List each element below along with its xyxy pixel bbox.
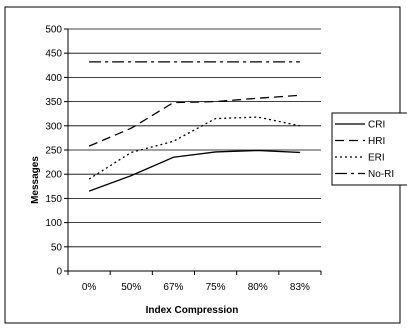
y-tick-label: 100 [45,218,62,229]
legend-label-eri: ERI [368,153,385,164]
y-tick-label: 500 [45,25,62,36]
x-axis-title: Index Compression [146,305,239,316]
plot-area: 0 50 100 150 200 250 300 350 400 450 500 0% 50% 67% 75… [45,25,322,293]
y-tick-label: 200 [45,170,62,181]
y-tick-label: 450 [45,49,62,60]
legend-label-no-ri: No-RI [368,169,394,180]
series-line-cri [88,149,300,192]
y-tick-label: 400 [45,73,62,84]
x-tick-label: 83% [290,282,310,293]
legend-label-cri: CRI [368,120,385,131]
y-tick-label: 350 [45,97,62,108]
series-line-hri [88,94,300,147]
y-axis-title: Messages [30,156,41,204]
x-tick-label: 0% [82,282,97,293]
x-tick-label: 67% [163,282,183,293]
y-tick-label: 50 [51,242,63,253]
x-tick-label: 80% [248,282,268,293]
legend-label-hri: HRI [368,136,385,147]
x-tick-label: 75% [206,282,226,293]
series-line-eri [88,116,301,180]
legend: CRI HRI ERI No-RI [331,112,407,186]
y-tick-label: 250 [45,146,62,157]
y-tick-label: 0 [56,267,62,278]
y-tick-label: 150 [45,194,62,205]
x-tick-label: 50% [121,282,141,293]
y-tick-label: 300 [45,121,62,132]
